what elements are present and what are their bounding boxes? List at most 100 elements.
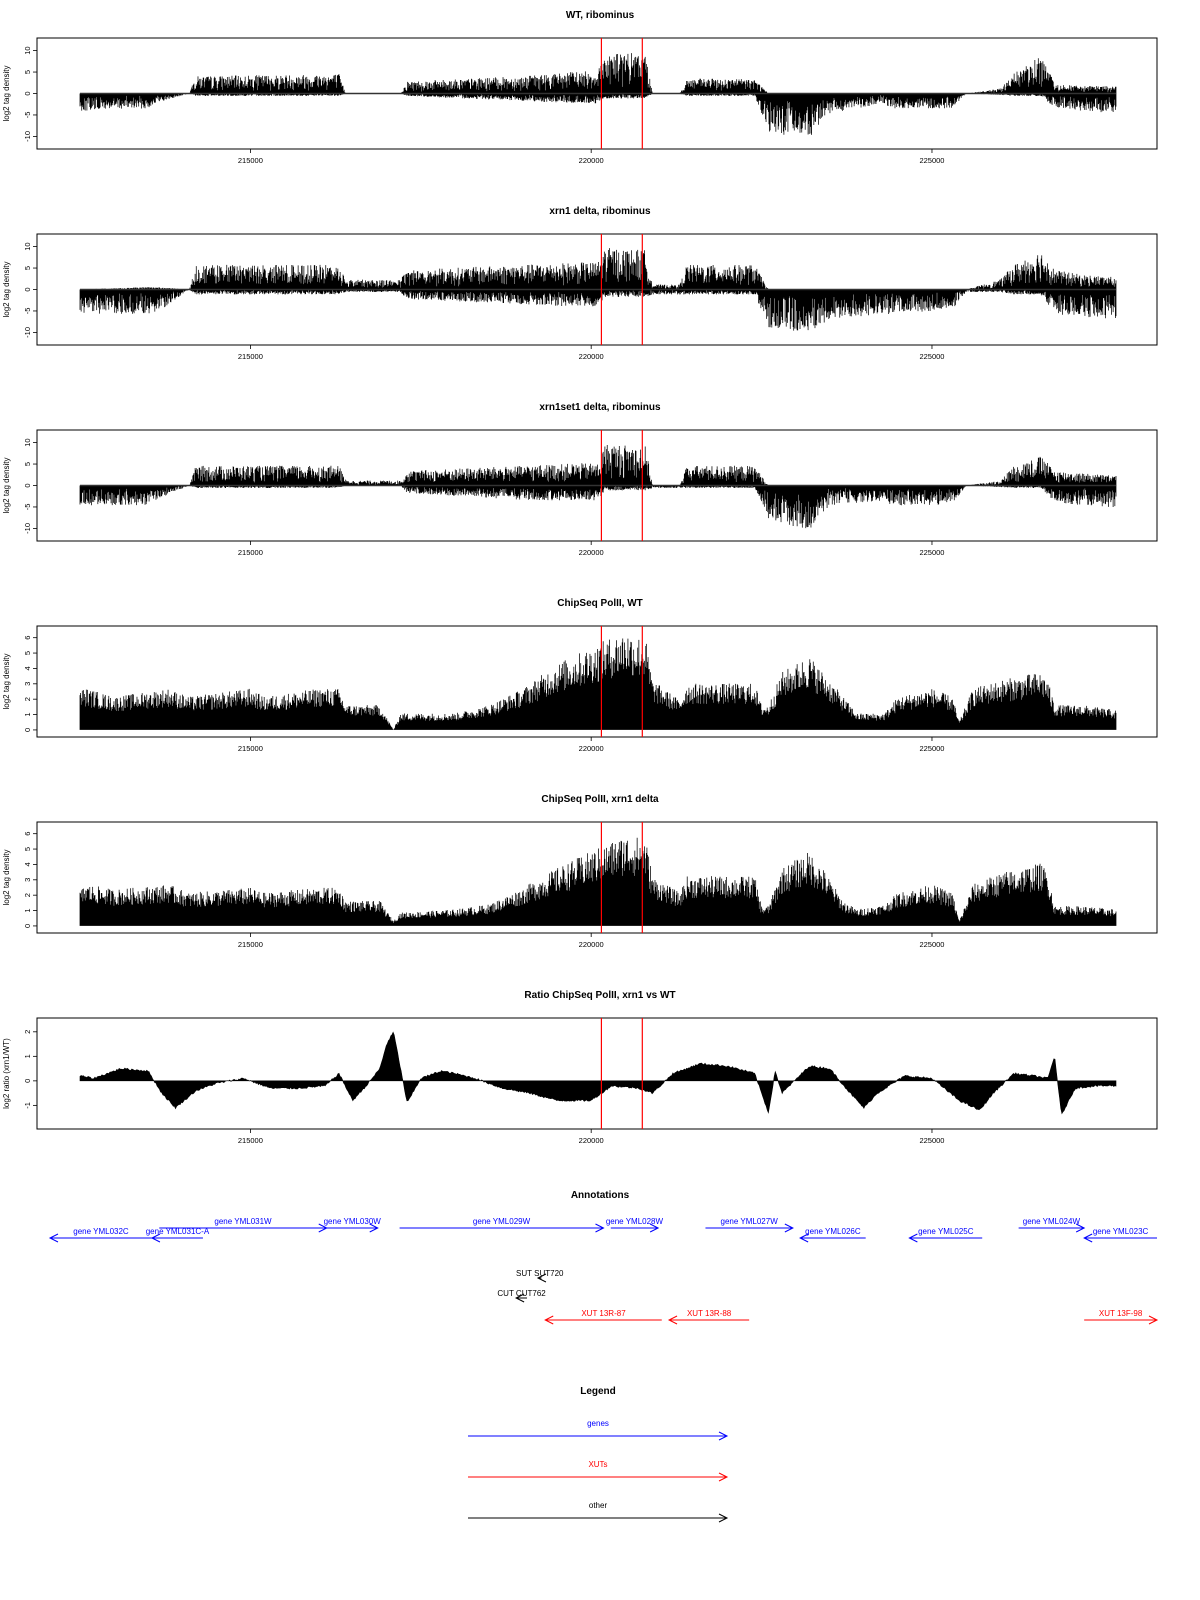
legend-arrowhead xyxy=(718,1472,729,1482)
annotation-label: gene YML029W xyxy=(473,1217,531,1226)
x-tick-label: 215000 xyxy=(238,744,263,753)
minus-strand-bars xyxy=(79,289,1117,331)
panel-title: ChipSeq PolII, xrn1 delta xyxy=(541,794,659,805)
arrowhead xyxy=(48,1233,59,1243)
arrowhead xyxy=(1075,1223,1086,1233)
x-tick-label: 220000 xyxy=(579,156,604,165)
panel-2: xrn1 delta, ribominus log2 tag density -10… xyxy=(2,206,1158,361)
legend-arrowhead xyxy=(718,1431,729,1441)
arrowhead xyxy=(369,1223,379,1233)
annotation-label: gene YML031W xyxy=(214,1217,272,1226)
y-tick-label: 1 xyxy=(23,908,32,912)
y-tick-label: 1 xyxy=(23,712,32,716)
ratio-area xyxy=(79,1031,1117,1115)
y-tick-label: 2 xyxy=(23,1030,32,1034)
plus-strand-bars xyxy=(80,248,1117,290)
annotation-label: gene YML026C xyxy=(805,1227,861,1236)
y-tick-label: 3 xyxy=(23,682,32,686)
annotation-genes: gene YML026C xyxy=(799,1227,866,1243)
y-axis-label: log2 tag density xyxy=(2,261,11,317)
y-tick-label: 4 xyxy=(23,666,32,670)
y-axis-label: log2 tag density xyxy=(2,65,11,121)
arrowhead xyxy=(544,1315,554,1325)
plus-strand-bars xyxy=(188,53,1117,94)
annotation-XUTs: XUT 13F-98 xyxy=(1084,1309,1159,1325)
panel-1: WT, ribominus log2 tag density -10 -5 0 5 10 21… xyxy=(2,10,1158,165)
panel-5: ChipSeq PolII, xrn1 delta log2 tag densit… xyxy=(2,794,1158,949)
legend-entry-XUTs: XUTs xyxy=(468,1460,729,1482)
y-tick-label: 1 xyxy=(23,1054,32,1058)
y-tick-label: -5 xyxy=(23,308,32,315)
x-tick-label: 225000 xyxy=(919,1136,944,1145)
legend-label: other xyxy=(589,1501,608,1510)
arrowhead xyxy=(1148,1315,1159,1325)
x-tick-label: 220000 xyxy=(579,352,604,361)
y-axis-label: log2 tag density xyxy=(2,653,11,709)
y-tick-label: 4 xyxy=(23,862,32,866)
plot-frame xyxy=(36,821,1158,934)
annotation-genes: gene YML029W xyxy=(399,1217,605,1233)
y-tick-label: 0 xyxy=(23,728,32,732)
annotation-label: gene YML031C-A xyxy=(146,1227,210,1236)
data-marks xyxy=(79,837,1117,926)
legend-label: genes xyxy=(587,1419,609,1428)
panel-title: xrn1set1 delta, ribominus xyxy=(539,402,661,413)
y-tick-label: 2 xyxy=(23,697,32,701)
legend: Legend genes XUTs other xyxy=(468,1386,729,1523)
annotation-label: XUT 13F-98 xyxy=(1099,1309,1143,1318)
data-marks xyxy=(79,53,1117,135)
x-tick-label: 220000 xyxy=(579,940,604,949)
y-tick-label: 10 xyxy=(23,438,32,446)
x-tick-label: 225000 xyxy=(919,352,944,361)
x-tick-label: 215000 xyxy=(238,940,263,949)
data-marks xyxy=(79,248,1117,331)
x-tick-label: 215000 xyxy=(238,1136,263,1145)
y-tick-label: 0 xyxy=(23,287,32,291)
x-tick-label: 220000 xyxy=(579,548,604,557)
panel-title: ChipSeq PolII, WT xyxy=(557,598,643,609)
y-tick-label: 6 xyxy=(23,636,32,640)
annotation-label: gene YML030W xyxy=(324,1217,382,1226)
annotations-panel: Annotations gene YML032C gene YML031C-A gen… xyxy=(48,1190,1159,1325)
annotation-genes: gene YML023C xyxy=(1083,1227,1157,1243)
y-tick-label: 5 xyxy=(23,462,32,466)
y-tick-label: 5 xyxy=(23,70,32,74)
y-tick-label: -1 xyxy=(23,1102,32,1109)
x-tick-label: 215000 xyxy=(238,352,263,361)
y-tick-label: 6 xyxy=(23,832,32,836)
annotation-XUTs: XUT 13R-87 xyxy=(544,1309,662,1325)
annotation-genes: gene YML030W xyxy=(324,1217,382,1233)
y-tick-label: 10 xyxy=(23,242,32,250)
annotation-other: SUT SUT720 xyxy=(516,1269,564,1283)
annotation-genes: gene YML027W xyxy=(705,1217,794,1233)
y-tick-label: -5 xyxy=(23,504,32,511)
arrowhead xyxy=(595,1223,605,1233)
arrowhead xyxy=(150,1233,161,1243)
arrowhead xyxy=(514,1293,525,1303)
x-tick-label: 215000 xyxy=(238,156,263,165)
annotation-label: SUT SUT720 xyxy=(516,1269,564,1278)
annotation-label: gene YML024W xyxy=(1023,1217,1081,1226)
x-tick-label: 225000 xyxy=(919,548,944,557)
legend-label: XUTs xyxy=(588,1460,607,1469)
y-tick-label: 10 xyxy=(23,46,32,54)
plus-strand-bars xyxy=(188,445,1117,486)
plot-frame xyxy=(36,625,1158,738)
minus-strand-bars xyxy=(79,93,1117,135)
annotation-label: XUT 13R-88 xyxy=(687,1309,732,1318)
plus-strand-bars xyxy=(79,837,1117,926)
panel-title: WT, ribominus xyxy=(566,10,635,21)
annotation-label: XUT 13R-87 xyxy=(581,1309,626,1318)
legend-entry-genes: genes xyxy=(468,1419,729,1441)
y-tick-label: 5 xyxy=(23,847,32,851)
minus-strand-bars xyxy=(79,485,1117,529)
y-tick-label: 0 xyxy=(23,91,32,95)
arrowhead xyxy=(649,1223,660,1233)
x-tick-label: 225000 xyxy=(919,156,944,165)
arrowhead xyxy=(784,1223,794,1233)
y-tick-label: 5 xyxy=(23,651,32,655)
annotation-genes: gene YML024W xyxy=(1018,1217,1086,1233)
y-tick-label: 0 xyxy=(23,483,32,487)
legend-arrowhead xyxy=(718,1513,729,1523)
annotation-genes: gene YML025C xyxy=(908,1227,983,1243)
